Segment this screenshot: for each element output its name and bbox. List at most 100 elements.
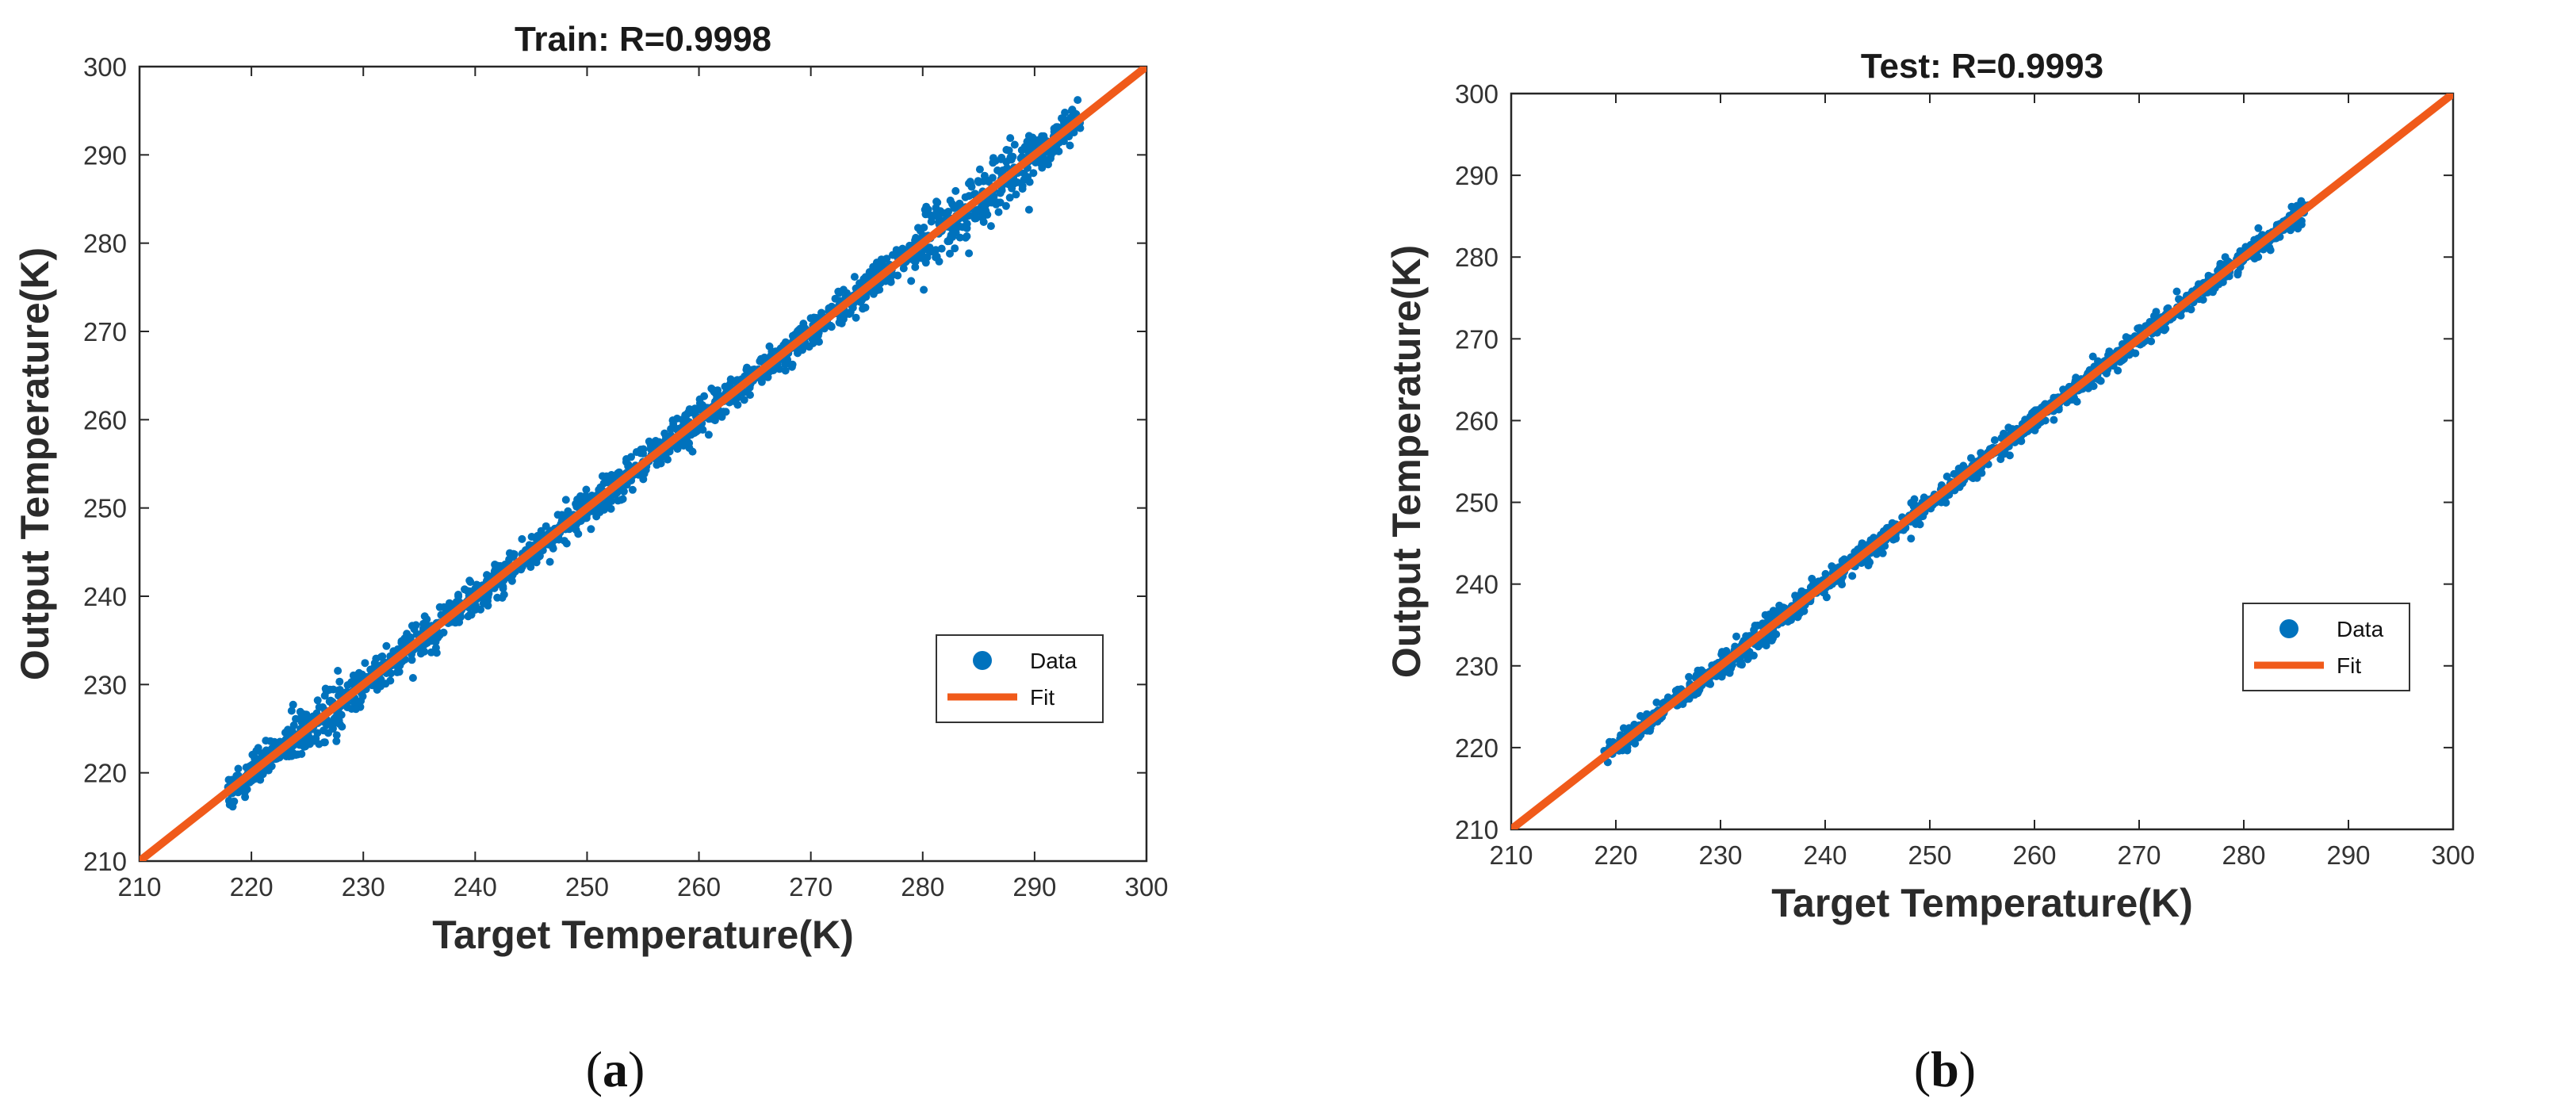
data-point bbox=[296, 707, 304, 716]
data-point bbox=[963, 220, 971, 228]
x-tick-label: 300 bbox=[2431, 840, 2475, 870]
data-point bbox=[2134, 324, 2142, 333]
y-tick-label: 280 bbox=[83, 229, 127, 258]
data-point bbox=[1038, 163, 1047, 172]
data-point bbox=[461, 585, 469, 594]
data-point bbox=[343, 703, 352, 712]
data-point bbox=[997, 155, 1005, 163]
data-point bbox=[603, 472, 611, 480]
data-point bbox=[361, 659, 369, 668]
data-point bbox=[1848, 572, 1857, 580]
data-point bbox=[2233, 270, 2242, 279]
data-point bbox=[1012, 178, 1021, 186]
data-point bbox=[704, 431, 713, 439]
data-point bbox=[315, 740, 323, 748]
y-tick-label: 290 bbox=[83, 140, 127, 170]
data-point bbox=[287, 706, 296, 715]
data-point bbox=[2094, 357, 2102, 366]
data-point bbox=[996, 189, 1005, 197]
y-tick-label: 240 bbox=[1455, 570, 1499, 599]
chart-panel-b: 210 220 230 240 250 260 270 280 290 300 210 220 230 2… bbox=[1384, 47, 2475, 1097]
data-point bbox=[835, 289, 844, 297]
data-point bbox=[726, 375, 735, 384]
data-point bbox=[660, 429, 669, 438]
data-point bbox=[285, 752, 293, 760]
data-point bbox=[1977, 449, 1985, 457]
data-point bbox=[710, 416, 719, 425]
data-point bbox=[527, 533, 536, 541]
data-point bbox=[431, 644, 440, 652]
data-point bbox=[979, 218, 988, 226]
data-point bbox=[465, 576, 474, 585]
data-point bbox=[1809, 580, 1817, 588]
data-point bbox=[1010, 140, 1019, 149]
data-point bbox=[932, 246, 940, 255]
data-point bbox=[382, 641, 391, 650]
data-point bbox=[669, 419, 678, 428]
data-point bbox=[537, 526, 545, 535]
data-point bbox=[228, 802, 237, 811]
data-point bbox=[691, 404, 699, 413]
data-point bbox=[799, 320, 808, 328]
data-point bbox=[603, 478, 612, 487]
data-point bbox=[808, 335, 817, 344]
data-point bbox=[988, 174, 997, 182]
data-point bbox=[408, 674, 417, 682]
data-point bbox=[1692, 671, 1701, 680]
data-point bbox=[951, 186, 960, 195]
data-point bbox=[313, 696, 322, 705]
data-point bbox=[500, 590, 508, 599]
data-point bbox=[664, 455, 672, 464]
x-tick-label: 260 bbox=[2012, 840, 2056, 870]
data-point bbox=[878, 259, 886, 267]
data-point bbox=[457, 613, 465, 621]
data-point bbox=[2005, 451, 2014, 460]
data-point bbox=[295, 741, 304, 749]
data-point bbox=[955, 233, 964, 242]
data-point bbox=[1652, 699, 1661, 706]
y-tick-label: 260 bbox=[83, 405, 127, 434]
data-point bbox=[1074, 96, 1082, 105]
data-point bbox=[588, 492, 596, 500]
data-point bbox=[894, 271, 902, 280]
data-point bbox=[788, 360, 797, 369]
data-point bbox=[699, 426, 707, 434]
data-point bbox=[742, 366, 751, 374]
data-point bbox=[953, 221, 962, 229]
data-point bbox=[1950, 469, 1958, 478]
data-point bbox=[1050, 124, 1058, 133]
data-point bbox=[325, 719, 334, 728]
data-point bbox=[2152, 308, 2161, 316]
data-point bbox=[332, 717, 340, 725]
data-point bbox=[932, 197, 941, 206]
data-point bbox=[320, 691, 329, 700]
x-tick-label: 270 bbox=[789, 872, 833, 902]
data-point bbox=[932, 204, 940, 212]
data-point bbox=[940, 209, 948, 217]
data-point bbox=[582, 514, 591, 523]
y-tick-label: 270 bbox=[83, 317, 127, 346]
data-point bbox=[1909, 499, 1918, 507]
x-tick-label: 290 bbox=[2326, 840, 2370, 870]
data-point bbox=[477, 605, 485, 614]
x-tick-label: 260 bbox=[677, 872, 721, 902]
data-point bbox=[971, 207, 979, 216]
data-point bbox=[861, 303, 870, 312]
y-tick-label: 210 bbox=[1455, 815, 1499, 844]
panel-label: (b) bbox=[1914, 1041, 1976, 1097]
data-point bbox=[338, 722, 346, 731]
legend-label-data: Data bbox=[1030, 649, 1077, 673]
data-point bbox=[1005, 193, 1014, 202]
data-point bbox=[947, 231, 955, 239]
data-point bbox=[788, 331, 797, 340]
data-point bbox=[435, 603, 444, 611]
data-point bbox=[907, 277, 916, 285]
data-point bbox=[927, 217, 936, 226]
data-point bbox=[2088, 352, 2097, 361]
data-point bbox=[961, 233, 970, 242]
data-point bbox=[493, 593, 502, 602]
data-point bbox=[921, 205, 929, 214]
data-point bbox=[1787, 616, 1795, 624]
data-point bbox=[1764, 614, 1773, 622]
